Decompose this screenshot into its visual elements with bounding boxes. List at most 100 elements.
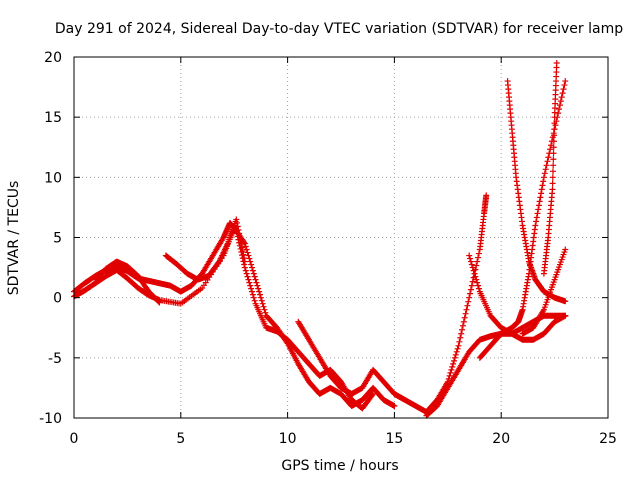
data-point-marker — [248, 285, 255, 292]
data-point-marker — [260, 303, 267, 310]
data-point-marker — [242, 267, 249, 274]
data-point-marker — [474, 258, 481, 265]
data-point-marker — [241, 261, 248, 268]
data-point-marker — [449, 363, 456, 370]
y-tick-label: 5 — [53, 231, 62, 247]
data-point-marker — [461, 314, 468, 321]
y-tick-label: 15 — [44, 110, 62, 126]
series-track-b — [71, 224, 398, 409]
data-point-marker — [544, 158, 551, 165]
series-track-g — [423, 312, 569, 419]
data-point-marker — [471, 270, 478, 277]
data-point-marker — [254, 282, 261, 289]
data-point-marker — [453, 348, 460, 355]
data-point-marker — [448, 366, 455, 373]
data-point-marker — [246, 279, 253, 286]
series-track-l — [540, 60, 560, 277]
axis-ticks: 0 5 10 15 20 25 -10 -5 0 5 10 15 20 — [39, 50, 617, 447]
data-point-marker — [549, 186, 556, 193]
data-point-marker — [454, 345, 461, 352]
series-track-d — [162, 216, 248, 283]
data-point-marker — [248, 261, 255, 268]
data-point-marker — [469, 278, 476, 285]
data-point-marker — [249, 291, 256, 298]
data-point-marker — [249, 288, 255, 295]
data-point-marker — [549, 168, 556, 175]
data-point-marker — [550, 156, 557, 163]
data-point-marker — [450, 360, 457, 367]
data-point-marker — [257, 291, 264, 298]
data-point-marker — [543, 162, 550, 169]
data-point-marker — [250, 270, 257, 277]
data-point-marker — [532, 222, 539, 229]
data-point-marker — [469, 264, 476, 271]
data-point-marker — [243, 246, 250, 253]
data-point-marker — [456, 338, 463, 345]
data-point-marker — [251, 273, 258, 280]
data-point-marker — [466, 294, 473, 301]
series-track-e — [295, 318, 409, 403]
data-point-marker — [247, 258, 254, 265]
data-point-marker — [247, 282, 254, 289]
data-point-marker — [259, 300, 266, 307]
data-point-marker — [562, 298, 569, 305]
data-point-marker — [549, 180, 556, 187]
data-point-marker — [474, 279, 481, 286]
grid-layer — [74, 57, 608, 418]
data-point-marker — [535, 206, 542, 213]
x-tick-label: 5 — [176, 431, 185, 447]
data-point-marker — [244, 273, 251, 280]
data-point-marker — [245, 276, 252, 283]
data-point-marker — [244, 249, 251, 256]
data-point-marker — [550, 150, 557, 157]
data-point-marker — [261, 306, 268, 313]
data-point-marker — [237, 237, 244, 244]
y-tick-label: 0 — [53, 291, 62, 307]
data-point-marker — [241, 255, 248, 262]
x-tick-label: 0 — [70, 431, 79, 447]
data-point-marker — [533, 218, 540, 225]
data-point-marker — [255, 285, 262, 292]
data-point-marker — [250, 294, 257, 301]
data-point-marker — [241, 264, 248, 271]
series-track-c — [92, 258, 163, 306]
data-point-marker — [551, 120, 558, 127]
data-point-marker — [467, 258, 474, 265]
data-point-marker — [561, 82, 568, 89]
data-point-marker — [455, 342, 462, 349]
data-point-marker — [553, 60, 560, 67]
data-point-marker — [467, 255, 474, 262]
data-point-marker — [551, 132, 558, 139]
data-point-marker — [483, 192, 490, 199]
data-point-marker — [242, 243, 249, 250]
data-point-marker — [550, 162, 557, 169]
y-tick-label: -5 — [48, 351, 62, 367]
y-tick-label: 20 — [44, 50, 62, 66]
data-point-marker — [236, 230, 243, 237]
data-point-marker — [253, 279, 260, 286]
data-point-marker — [475, 282, 482, 289]
data-point-marker — [460, 318, 467, 325]
series-track-f — [391, 192, 490, 415]
data-point-marker — [557, 98, 564, 105]
data-point-marker — [239, 244, 246, 251]
data-point-marker — [545, 154, 552, 161]
data-point-marker — [468, 282, 475, 289]
data-point-marker — [283, 339, 290, 346]
data-point-marker — [560, 86, 567, 93]
data-point-marker — [459, 322, 466, 329]
data-points-layer — [71, 60, 569, 419]
data-point-marker — [467, 286, 474, 293]
data-point-marker — [556, 106, 563, 113]
data-point-marker — [537, 194, 544, 201]
data-point-marker — [446, 372, 453, 379]
data-point-marker — [249, 264, 255, 271]
data-point-marker — [451, 354, 458, 361]
data-point-marker — [246, 255, 253, 262]
data-point-marker — [234, 219, 241, 226]
x-tick-label: 25 — [599, 431, 617, 447]
data-point-marker — [463, 306, 470, 313]
data-point-marker — [457, 334, 464, 341]
data-point-marker — [452, 351, 459, 358]
